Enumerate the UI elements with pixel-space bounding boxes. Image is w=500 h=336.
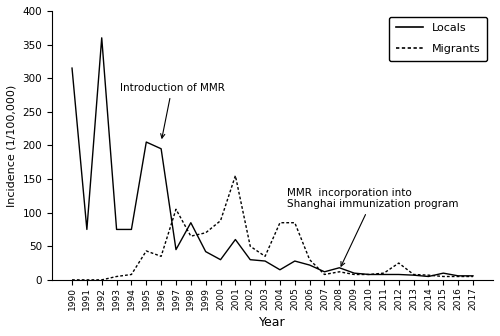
Migrants (98, 278, 104, 282)
Migrants (277, 221, 283, 225)
Migrants (366, 272, 372, 277)
Migrants (232, 174, 238, 178)
Migrants (351, 272, 357, 277)
Migrants (455, 275, 461, 279)
Locals (440, 271, 446, 275)
Locals (277, 268, 283, 272)
Locals (173, 248, 179, 252)
Migrants (188, 234, 194, 238)
Migrants (158, 254, 164, 258)
Locals (247, 258, 253, 262)
Locals (455, 274, 461, 278)
Locals (69, 66, 75, 70)
Migrants (84, 278, 90, 282)
Locals (351, 271, 357, 275)
Line: Migrants: Migrants (72, 176, 473, 280)
Legend: Locals, Migrants: Locals, Migrants (389, 16, 488, 61)
Locals (144, 140, 150, 144)
Locals (202, 250, 208, 254)
Locals (381, 272, 387, 277)
Locals (262, 259, 268, 263)
Y-axis label: Incidence (1/100,000): Incidence (1/100,000) (7, 84, 17, 207)
Migrants (410, 272, 416, 277)
Locals (366, 272, 372, 277)
Migrants (381, 271, 387, 275)
Locals (84, 227, 90, 232)
Locals (322, 270, 328, 274)
Migrants (144, 249, 150, 253)
Migrants (173, 207, 179, 211)
Migrants (440, 275, 446, 279)
Locals (114, 227, 119, 232)
Locals (128, 227, 134, 232)
Migrants (470, 275, 476, 279)
Migrants (247, 244, 253, 248)
Migrants (262, 254, 268, 258)
X-axis label: Year: Year (259, 316, 286, 329)
Migrants (202, 231, 208, 235)
Text: MMR  incorporation into
Shanghai immunization program: MMR incorporation into Shanghai immuniza… (288, 188, 459, 266)
Migrants (426, 273, 432, 277)
Locals (396, 272, 402, 277)
Locals (426, 275, 432, 279)
Locals (292, 259, 298, 263)
Locals (188, 221, 194, 225)
Locals (306, 263, 312, 267)
Locals (336, 266, 342, 270)
Migrants (306, 258, 312, 262)
Locals (232, 238, 238, 242)
Text: Introduction of MMR: Introduction of MMR (120, 83, 224, 138)
Locals (218, 258, 224, 262)
Locals (158, 147, 164, 151)
Migrants (396, 261, 402, 265)
Locals (470, 274, 476, 278)
Locals (410, 273, 416, 277)
Locals (98, 36, 104, 40)
Migrants (128, 272, 134, 277)
Line: Locals: Locals (72, 38, 473, 277)
Migrants (292, 221, 298, 225)
Migrants (69, 278, 75, 282)
Migrants (336, 270, 342, 274)
Migrants (322, 272, 328, 277)
Migrants (114, 275, 119, 279)
Migrants (218, 219, 224, 223)
